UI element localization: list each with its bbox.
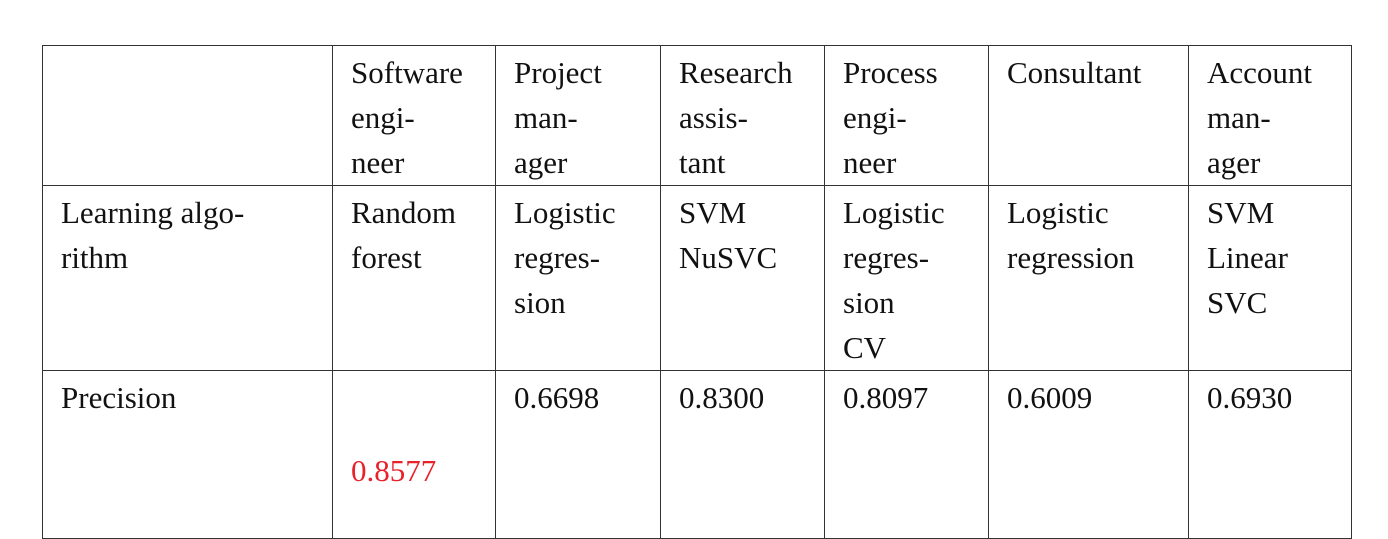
table-cell: Logistic regres- sion	[495, 185, 661, 371]
row-label: Learning algo- rithm	[42, 185, 333, 371]
table-cell: SVM Linear SVC	[1188, 185, 1352, 371]
row-label: Precision	[42, 370, 333, 539]
header-cell-research-assistant: Research assis- tant	[660, 45, 825, 186]
table-cell: 0.6009	[988, 370, 1189, 539]
table-row-learning-algorithm: Learning algo- rithm Random forest Logis…	[42, 185, 1352, 371]
header-cell-process-engineer: Process engi- neer	[824, 45, 989, 186]
header-row: Software engi- neer Project man- ager Re…	[42, 45, 1352, 186]
table-cell: 0.6698	[495, 370, 661, 539]
table-cell: Logistic regression	[988, 185, 1189, 371]
table-cell: SVM NuSVC	[660, 185, 825, 371]
table-cell-highlighted: 0.8577	[332, 370, 496, 539]
results-table: Software engi- neer Project man- ager Re…	[42, 45, 1352, 539]
table-cell: Random forest	[332, 185, 496, 371]
table-cell: 0.8300	[660, 370, 825, 539]
header-cell-empty	[42, 45, 333, 186]
table-cell: Logistic regres- sion CV	[824, 185, 989, 371]
table-cell: 0.6930	[1188, 370, 1352, 539]
table-cell: 0.8097	[824, 370, 989, 539]
highlighted-value: 0.8577	[351, 453, 437, 488]
header-cell-consultant: Consultant	[988, 45, 1189, 186]
header-cell-software-engineer: Software engi- neer	[332, 45, 496, 186]
header-cell-account-manager: Account man- ager	[1188, 45, 1352, 186]
header-cell-project-manager: Project man- ager	[495, 45, 661, 186]
table-row-precision: Precision 0.8577 0.6698 0.8300 0.8097 0.…	[42, 370, 1352, 539]
